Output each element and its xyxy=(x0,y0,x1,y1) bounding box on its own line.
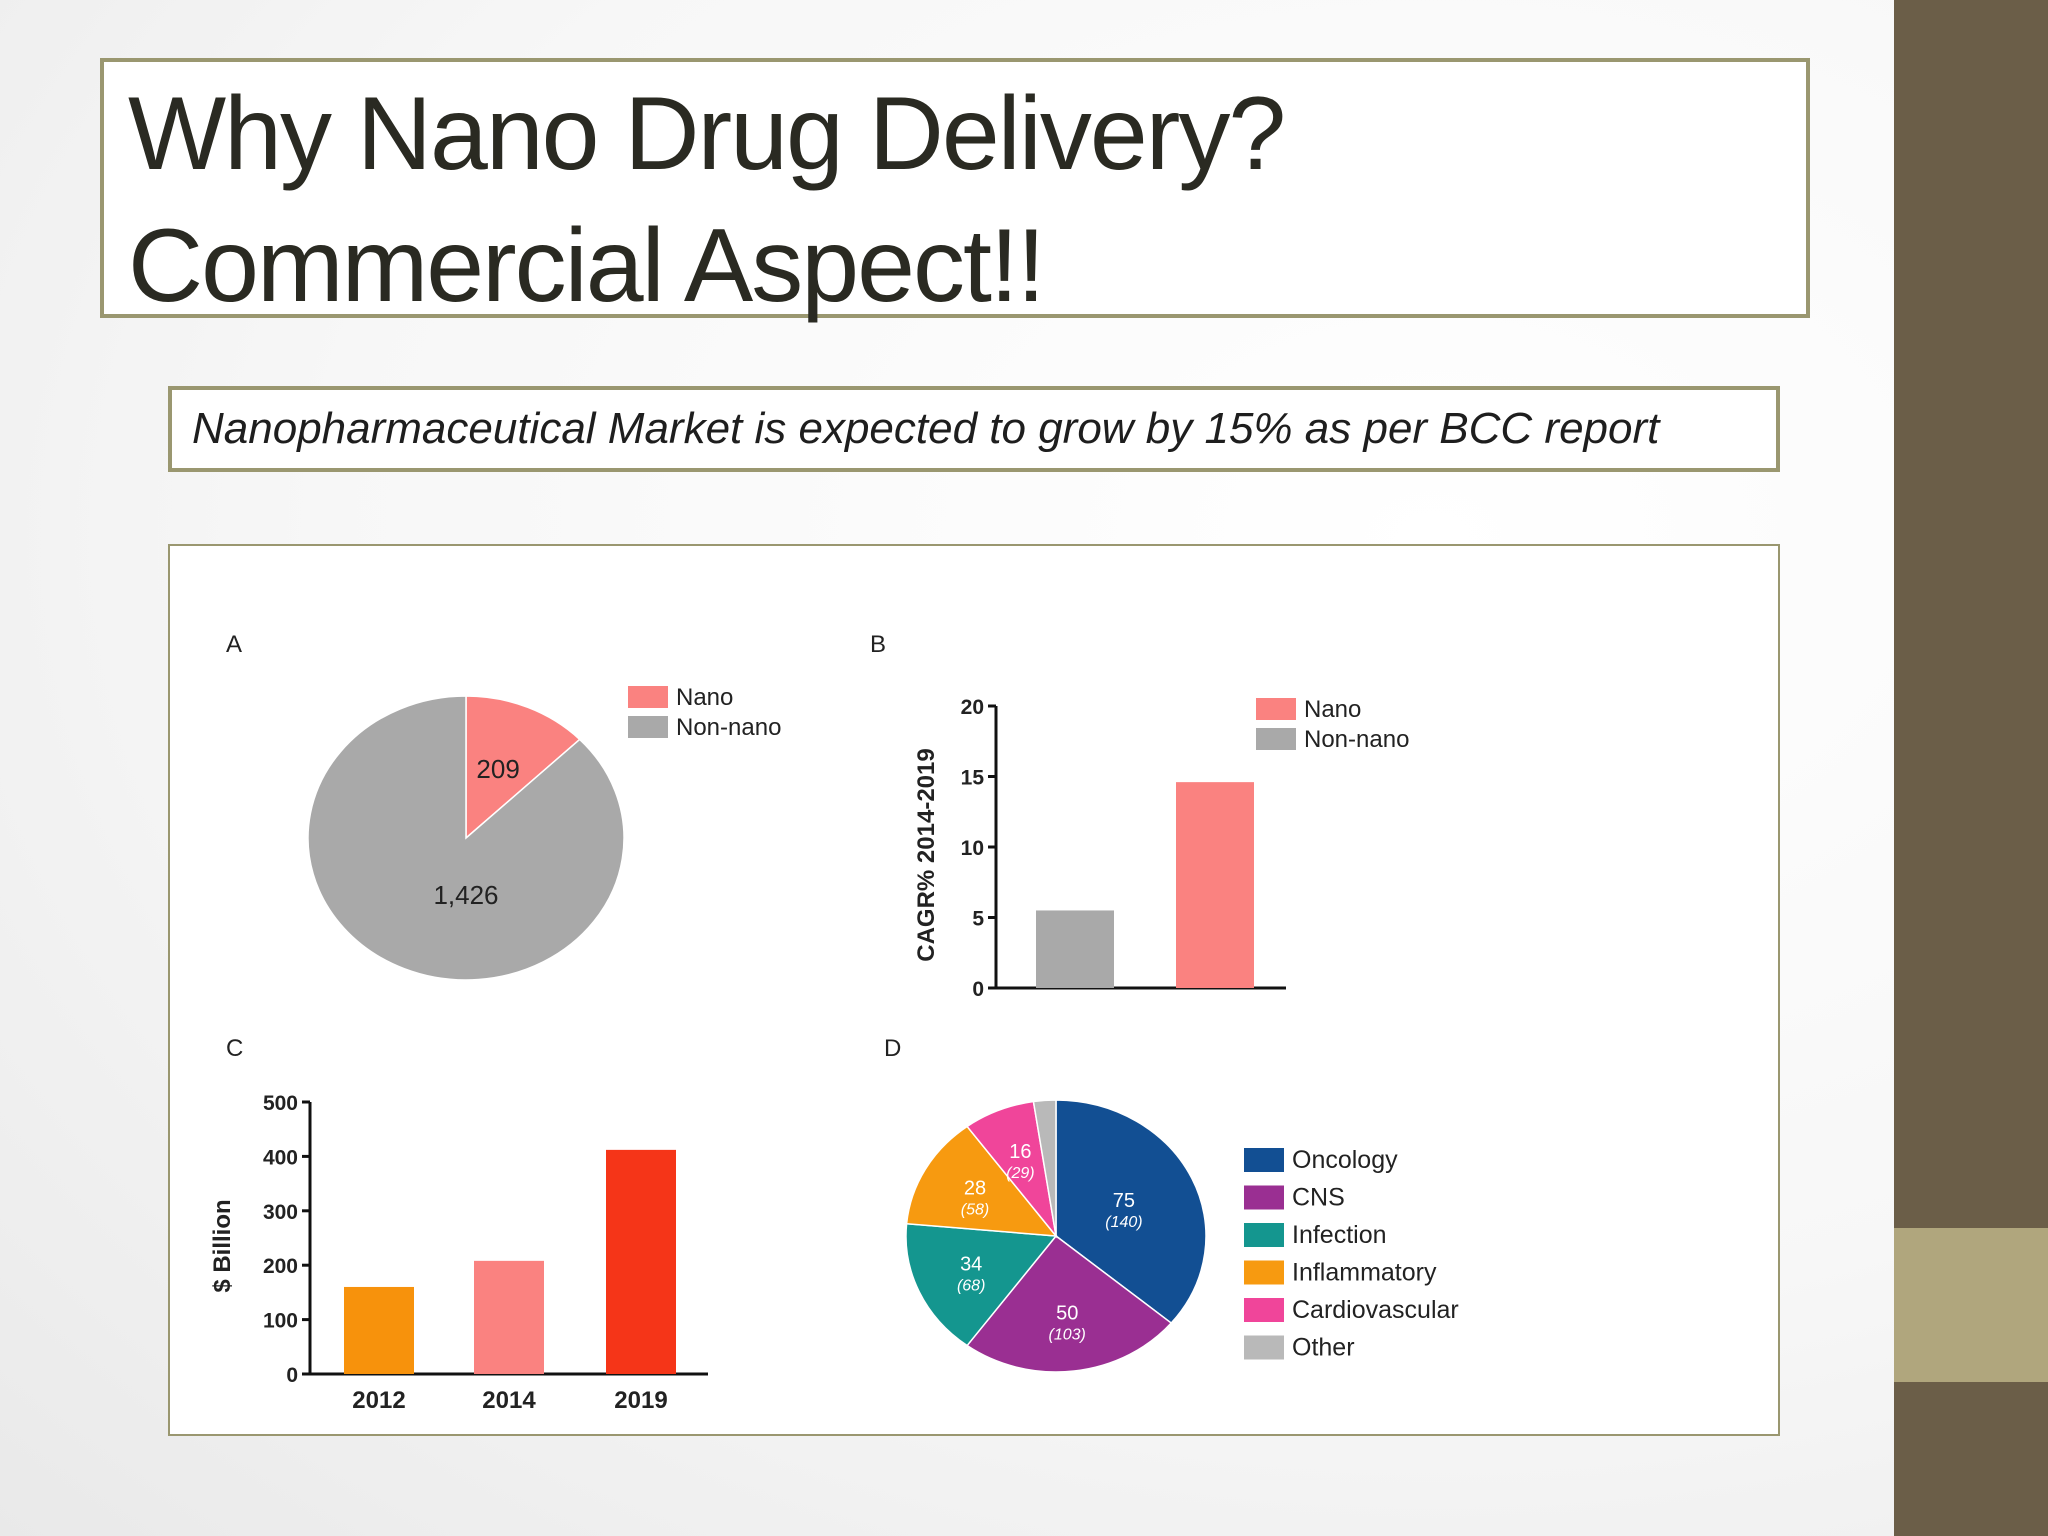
pie-d-slice-oncology xyxy=(1055,1099,1207,1325)
pie-d-value-infection: 34 xyxy=(960,1254,982,1276)
c-ytick-label-400: 400 xyxy=(263,1146,298,1169)
slide-title-line-1: Why Nano Drug Delivery? xyxy=(128,76,1286,192)
c-bar-2014 xyxy=(474,1260,544,1374)
panel-label-c: C xyxy=(226,1035,243,1062)
legend-a-swatch-non-nano xyxy=(628,716,668,738)
pie-a-slice-non-nano xyxy=(307,695,625,981)
c-xtick-label-2014: 2014 xyxy=(482,1387,536,1414)
b-bar-non-nano xyxy=(1036,910,1114,988)
pie-d-value-inflammatory: 28 xyxy=(964,1178,986,1200)
b-ytick-label-15: 15 xyxy=(961,767,985,790)
pie-d-value-oncology: 75 xyxy=(1113,1190,1135,1212)
b-ytick-label-5: 5 xyxy=(972,908,984,931)
market-figure: A B C D 209 1,426 Nano Non-nano 0 5 10 15 20 CAGR% 20… xyxy=(209,631,1459,1414)
legend-a-swatch-nano xyxy=(628,686,668,708)
legend-d-label-inflammatory: Inflammatory xyxy=(1292,1259,1437,1287)
pie-d-slice-cns xyxy=(965,1234,1173,1373)
pie-a-slice-nano xyxy=(465,695,581,840)
c-ytick-label-100: 100 xyxy=(263,1310,298,1333)
pie-d-slice-other xyxy=(1032,1099,1057,1237)
slide-subtitle: Nanopharmaceutical Market is expected to… xyxy=(192,404,1660,453)
legend-b-label-nano: Nano xyxy=(1304,696,1361,723)
legend-d-label-cns: CNS xyxy=(1292,1184,1345,1212)
legend-d-swatch-oncology xyxy=(1244,1148,1284,1172)
c-ytick-label-300: 300 xyxy=(263,1201,298,1224)
c-xtick-label-2012: 2012 xyxy=(352,1387,405,1414)
subtitle-box: Nanopharmaceutical Market is expected to… xyxy=(168,386,1780,472)
panel-label-b: B xyxy=(870,631,886,658)
c-bar-2019 xyxy=(606,1149,676,1374)
pie-d-sublabel-cns: (103) xyxy=(1049,1327,1086,1344)
legend-d-label-infection: Infection xyxy=(1292,1221,1387,1249)
pie-a-label-nano: 209 xyxy=(476,754,519,784)
c-ytick-label-500: 500 xyxy=(263,1092,298,1115)
legend-d-label-other: Other xyxy=(1292,1334,1355,1362)
legend-b-swatch-non-nano xyxy=(1256,728,1296,750)
pie-d-sublabel-cardiovascular: (29) xyxy=(1006,1165,1034,1182)
title-box: Why Nano Drug Delivery? Commercial Aspec… xyxy=(100,58,1810,324)
decorative-side-accent xyxy=(1894,1228,2048,1382)
pie-d-value-cardiovascular: 16 xyxy=(1009,1141,1031,1163)
panel-label-d: D xyxy=(884,1035,901,1062)
legend-d-label-cardiovascular: Cardiovascular xyxy=(1292,1296,1459,1324)
b-ytick-label-0: 0 xyxy=(972,978,984,1001)
c-ytick-label-200: 200 xyxy=(263,1255,298,1278)
panel-label-a: A xyxy=(226,631,242,658)
b-bar-nano xyxy=(1176,782,1254,988)
legend-b-swatch-nano xyxy=(1256,698,1296,720)
pie-d-sublabel-infection: (68) xyxy=(957,1278,985,1295)
c-bar-2012 xyxy=(344,1286,414,1374)
pie-d-sublabel-oncology: (140) xyxy=(1105,1214,1142,1231)
legend-a-label-nano: Nano xyxy=(676,684,733,711)
c-y-axis-label: $ Billion xyxy=(209,1199,236,1292)
pie-d-slice-infection xyxy=(905,1222,1058,1347)
legend-d-swatch-cardiovascular xyxy=(1244,1298,1284,1322)
legend-d-label-oncology: Oncology xyxy=(1292,1146,1398,1174)
pie-d-value-cns: 50 xyxy=(1056,1303,1078,1325)
pie-d-sublabel-inflammatory: (58) xyxy=(961,1202,989,1219)
figure-frame: A B C D 209 1,426 Nano Non-nano 0 5 10 15 20 CAGR% 20… xyxy=(168,544,1780,1436)
legend-b-label-non-nano: Non-nano xyxy=(1304,726,1409,753)
b-y-axis-label: CAGR% 2014-2019 xyxy=(913,748,940,961)
slide-title-line-2: Commercial Aspect!! xyxy=(128,208,1046,324)
b-ytick-label-10: 10 xyxy=(961,837,984,860)
c-xtick-label-2019: 2019 xyxy=(614,1387,667,1414)
legend-d-swatch-cns xyxy=(1244,1185,1284,1210)
c-ytick-label-0: 0 xyxy=(286,1364,298,1387)
pie-a-label-non-nano: 1,426 xyxy=(433,880,498,910)
pie-d-slice-inflammatory xyxy=(905,1125,1058,1237)
legend-d-swatch-other xyxy=(1244,1335,1284,1360)
legend-d-swatch-infection xyxy=(1244,1223,1284,1247)
legend-a-label-non-nano: Non-nano xyxy=(676,714,781,741)
b-ytick-label-20: 20 xyxy=(961,696,984,719)
legend-d-swatch-inflammatory xyxy=(1244,1260,1284,1285)
